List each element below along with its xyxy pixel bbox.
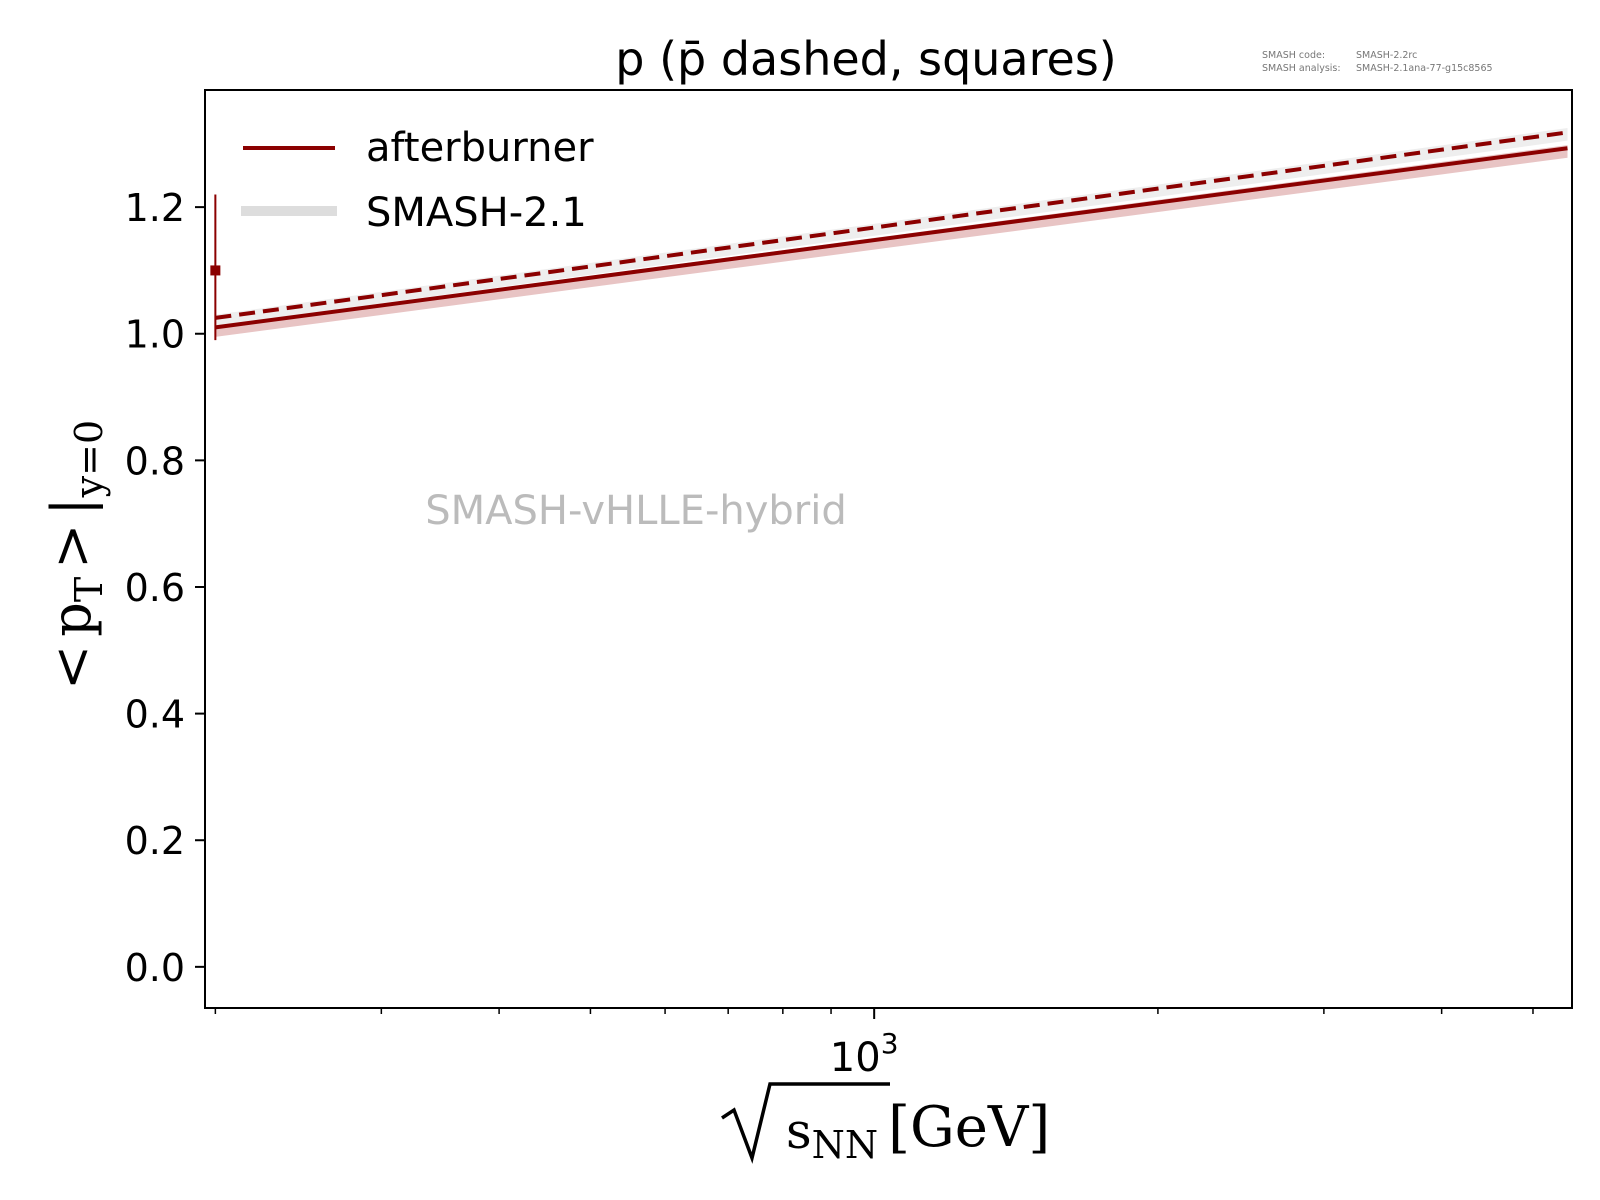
chart-title: p (p̄ dashed, squares) [615, 32, 1116, 86]
y-tick-label: 1.2 [125, 186, 185, 230]
y-label-lt: < [40, 645, 103, 690]
y-tick-label: 0.8 [125, 439, 185, 483]
x-label-sub: NN [812, 1123, 879, 1167]
y-axis-ticks: 0.0 0.2 0.4 0.6 0.8 1.0 1.2 [125, 186, 205, 990]
smash-code-value: SMASH-2.2rc [1356, 50, 1417, 61]
data-point-square [210, 265, 221, 276]
lines-layer [215, 130, 1568, 330]
x-axis-ticks: 103 [214, 1008, 1534, 1081]
x-label-s: s [786, 1102, 812, 1160]
y-tick-label: 0.0 [125, 946, 185, 990]
smash-analysis-label: SMASH analysis: [1262, 63, 1341, 74]
version-annotations: SMASH code: SMASH-2.2rc SMASH analysis: … [1262, 50, 1493, 74]
svg-text:sNN[GeV]: sNN [GeV] [786, 1095, 1050, 1167]
y-tick-label: 0.2 [125, 819, 185, 863]
legend-label-smash: SMASH-2.1 [366, 190, 587, 236]
legend-label-afterburner: afterburner [366, 125, 594, 171]
y-tick-label: 1.0 [125, 313, 185, 357]
y-tick-label: 0.6 [125, 566, 185, 610]
radical-sign [721, 1082, 890, 1164]
y-label-p: p [40, 602, 103, 637]
smash-analysis-value: SMASH-2.1ana-77-g15c8565 [1356, 63, 1493, 74]
smash-code-label: SMASH code: [1262, 50, 1325, 61]
points-layer [210, 194, 221, 341]
x-axis-label: sNN [GeV] [721, 1082, 1050, 1167]
legend: afterburner SMASH-2.1 [241, 125, 594, 236]
y-label-cond: y=0 [67, 420, 111, 498]
dashed-line-series-1 [215, 130, 1568, 320]
svg-text:<pT>|y=0: < pT > |y=0 [40, 420, 111, 690]
y-label-bar: | [40, 497, 103, 515]
x-label-unit: [GeV] [888, 1095, 1050, 1160]
solid-line-series-0 [215, 146, 1568, 330]
y-axis-label: < pT > |y=0 [40, 420, 111, 690]
y-label-gt: > [40, 524, 103, 569]
plot-frame [204, 89, 1573, 1009]
y-label-p-sub: T [67, 577, 111, 602]
y-tick-label: 0.4 [125, 693, 185, 737]
x-tick-label: 103 [830, 1027, 899, 1081]
watermark: SMASH-vHLLE-hybrid [425, 488, 846, 534]
